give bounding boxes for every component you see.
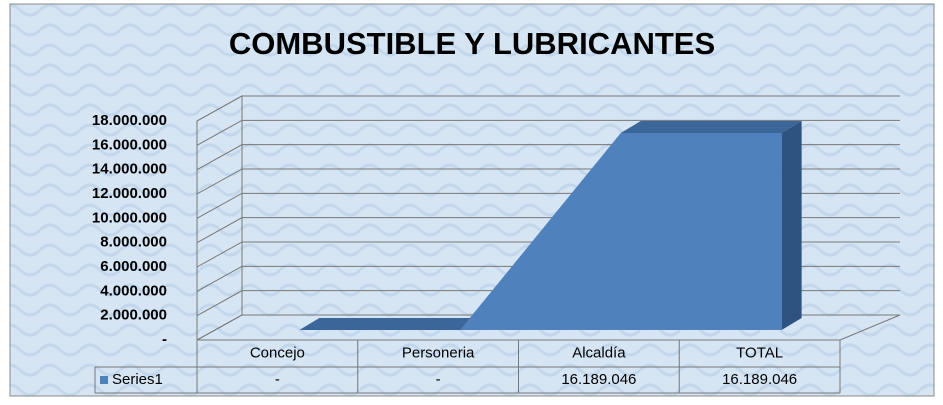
y-tick-label: 12.000.000 <box>92 185 167 202</box>
area-side <box>781 121 802 331</box>
x-tick-label: Personeria <box>402 344 475 361</box>
area-top <box>299 318 481 330</box>
area <box>299 133 782 330</box>
y-tick-label: 10.000.000 <box>92 209 167 226</box>
y-tick-label: 4.000.000 <box>100 282 167 299</box>
y-tick-label: 14.000.000 <box>92 161 167 178</box>
value-label: - <box>275 371 280 388</box>
grid-line <box>196 119 900 146</box>
chart-title: COMBUSTIBLE Y LUBRICANTES <box>229 26 715 61</box>
y-tick-label: 18.000.000 <box>92 112 167 129</box>
value-label: - <box>436 371 441 388</box>
y-tick-label: 6.000.000 <box>100 258 167 275</box>
grid-line <box>196 95 900 122</box>
x-tick-label: Alcaldía <box>572 344 626 361</box>
table-grid <box>94 339 841 394</box>
y-tick-label: 2.000.000 <box>100 307 167 324</box>
y-tick-label: 16.000.000 <box>92 136 167 153</box>
value-label: 16.189.046 <box>722 371 797 388</box>
y-tick-label: - <box>162 331 167 348</box>
legend-key <box>100 376 108 384</box>
area-top <box>620 121 802 134</box>
value-label: 16.189.046 <box>561 371 636 388</box>
legend-label: Series1 <box>112 371 163 388</box>
y-tick-label: 8.000.000 <box>100 234 167 251</box>
x-tick-label: Concejo <box>250 344 305 361</box>
x-tick-label: TOTAL <box>736 344 783 361</box>
